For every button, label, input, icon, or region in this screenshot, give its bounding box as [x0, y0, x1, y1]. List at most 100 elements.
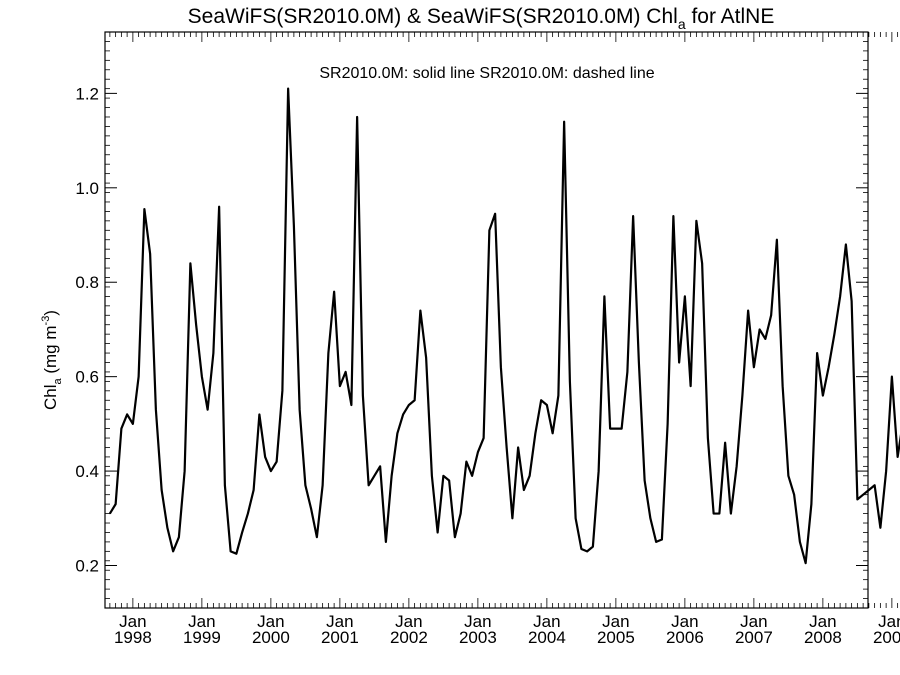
data-point: [373, 475, 375, 477]
data-point: [649, 517, 651, 519]
data-point: [805, 562, 807, 564]
y-axis-label: Chla (mg m-3): [40, 310, 64, 410]
x-month-label: Jan: [533, 612, 560, 631]
x-year-label: 1998: [114, 628, 152, 647]
data-point: [385, 541, 387, 543]
data-point: [368, 484, 370, 486]
y-axis-label-unit: (mg m: [41, 325, 60, 378]
data-point: [517, 446, 519, 449]
data-point: [494, 213, 496, 215]
data-point: [793, 494, 795, 496]
data-point: [500, 366, 502, 368]
x-month-label: Jan: [878, 612, 900, 631]
data-point: [621, 427, 623, 430]
data-point: [741, 394, 743, 397]
data-point: [195, 324, 197, 326]
data-point: [138, 376, 140, 378]
data-point: [149, 253, 151, 255]
data-point: [454, 536, 456, 538]
data-point: [218, 206, 220, 208]
data-point: [816, 352, 818, 354]
data-point: [695, 220, 697, 222]
data-point: [845, 243, 847, 246]
data-point: [201, 376, 203, 378]
data-point: [759, 328, 761, 331]
data-point: [488, 229, 490, 231]
y-axis-label-close: ): [41, 310, 60, 316]
data-point: [166, 527, 168, 529]
data-point: [856, 498, 858, 501]
data-point: [730, 512, 732, 515]
data-point: [626, 371, 628, 373]
chart-title-subscript: a: [678, 16, 686, 32]
data-point: [810, 503, 812, 505]
data-point: [707, 437, 709, 439]
data-point: [764, 338, 766, 340]
x-month-label: Jan: [809, 612, 836, 631]
data-point: [230, 550, 232, 552]
data-point: [178, 536, 180, 538]
data-point: [414, 399, 416, 401]
data-point: [523, 489, 525, 491]
y-tick-label: 0.8: [75, 273, 99, 292]
data-point: [678, 361, 680, 364]
data-point: [126, 413, 128, 416]
data-point: [276, 461, 278, 463]
x-year-label: 2005: [597, 628, 635, 647]
data-point: [241, 531, 243, 534]
data-point: [833, 333, 835, 335]
data-point: [425, 357, 427, 359]
x-month-label: Jan: [671, 612, 698, 631]
data-point: [161, 489, 163, 491]
data-point: [212, 352, 214, 354]
y-axis-label-subscript: a: [52, 377, 64, 384]
chart-title: SeaWiFS(SR2010.0M) & SeaWiFS(SR2010.0M) …: [188, 5, 775, 32]
data-point: [115, 503, 117, 505]
y-tick-label: 0.4: [75, 462, 99, 481]
chart-title-suffix: for AtlNE: [686, 5, 775, 28]
data-point: [391, 475, 393, 477]
x-year-label: 2006: [666, 628, 704, 647]
x-year-label: 2002: [390, 628, 428, 647]
x-year-label: 2007: [735, 628, 773, 647]
data-point: [563, 121, 565, 123]
x-month-label: Jan: [188, 612, 215, 631]
data-point: [897, 456, 899, 458]
data-point: [132, 423, 134, 425]
data-point: [603, 295, 605, 297]
data-point: [799, 541, 801, 543]
data-point: [557, 394, 559, 397]
data-point: [235, 553, 237, 555]
data-point: [753, 366, 755, 368]
data-point: [885, 470, 887, 472]
data-point: [345, 371, 347, 373]
legend-text: SR2010.0M: solid line SR2010.0M: dashed …: [319, 65, 654, 82]
y-axis-label-superscript: -3: [40, 316, 52, 326]
data-point: [655, 541, 657, 543]
data-point: [529, 475, 531, 477]
data-point: [270, 470, 272, 472]
data-point: [661, 538, 663, 541]
data-point: [322, 484, 324, 486]
data-point: [419, 309, 421, 312]
data-point: [207, 409, 209, 411]
data-point: [684, 295, 686, 297]
data-point: [724, 442, 726, 444]
data-point: [253, 489, 255, 491]
data-point: [701, 262, 703, 264]
data-point: [718, 512, 720, 515]
data-point: [339, 385, 341, 387]
data-point: [350, 404, 352, 406]
data-point: [442, 475, 444, 477]
x-year-label: 2003: [459, 628, 497, 647]
data-point: [879, 527, 881, 529]
data-point: [575, 517, 577, 519]
data-point: [552, 432, 554, 434]
x-year-label: 2009: [873, 628, 900, 647]
data-point: [143, 208, 145, 210]
data-point: [644, 479, 646, 482]
y-tick-label: 1.2: [75, 84, 99, 103]
data-point: [592, 546, 594, 548]
x-month-label: Jan: [602, 612, 629, 631]
